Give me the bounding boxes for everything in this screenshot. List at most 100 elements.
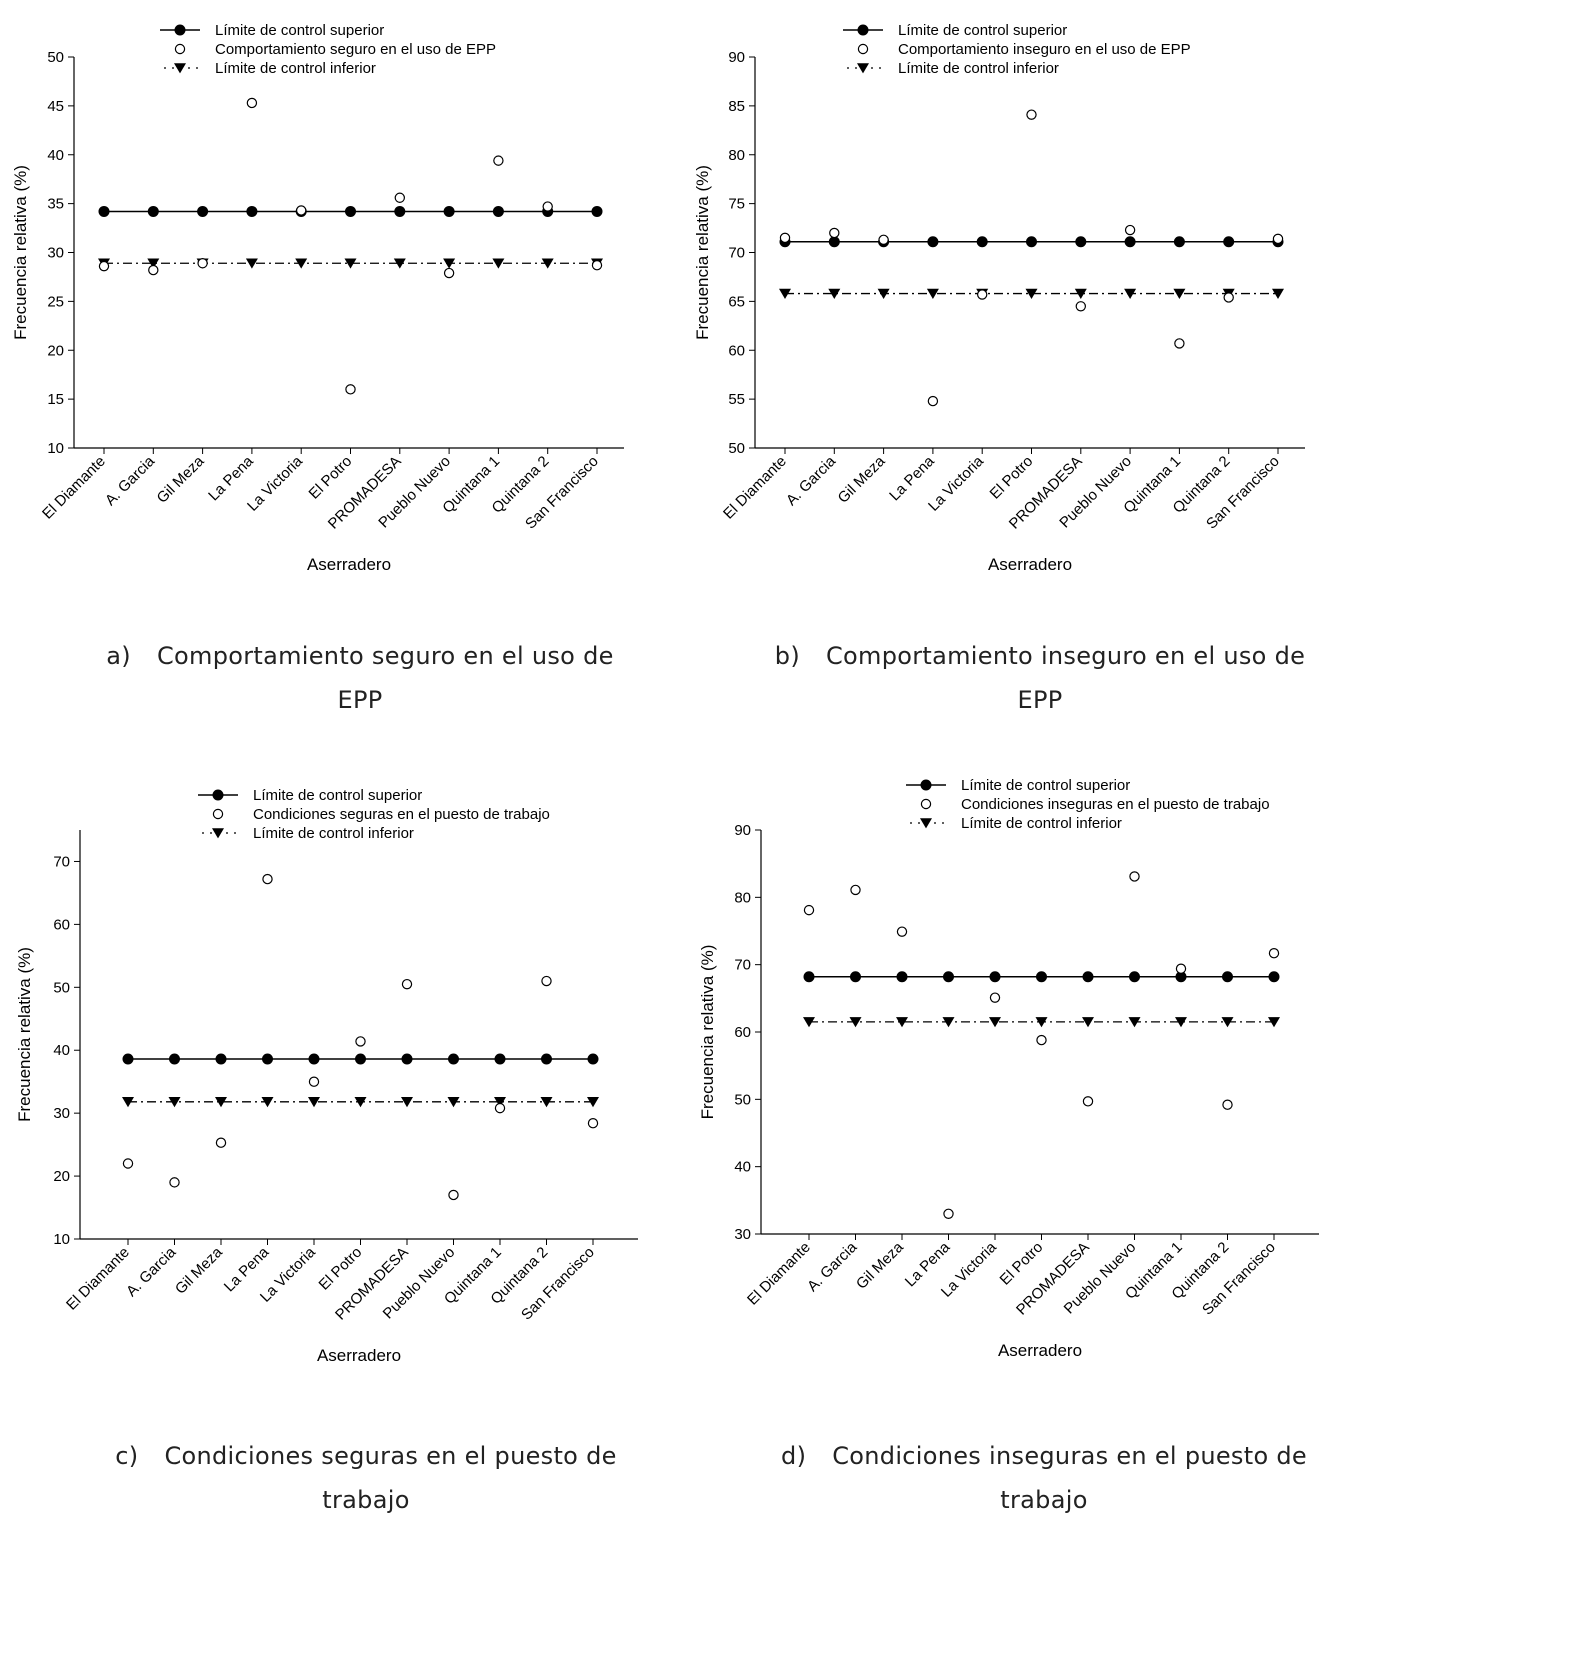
observed-point-d [1268, 948, 1280, 959]
observed-point-d [1175, 963, 1187, 974]
ucl-point-d [1129, 971, 1140, 983]
lcl-point-a [443, 258, 456, 269]
legend-observed-label-d: Condiciones inseguras en el puesto de tr… [961, 796, 1270, 813]
ucl-point-a [197, 205, 209, 217]
legend-lcl-marker-d [920, 818, 932, 829]
y-tick-label-a: 20 [47, 342, 64, 359]
ucl-point-c [122, 1053, 134, 1065]
observed-point-c [401, 978, 413, 990]
observed-point-c [541, 975, 552, 987]
observed-point-b [1026, 109, 1037, 120]
legend-b: Límite de control superior Comportamiento… [843, 22, 1191, 77]
lcl-point-b [1173, 288, 1186, 299]
lcl-point-c [587, 1097, 599, 1108]
observed-point-a [591, 260, 603, 271]
ucl-point-a [246, 205, 258, 217]
legend-ucl-label-b: Límite de control superior [898, 22, 1067, 39]
legend-lcl-marker-a [174, 63, 186, 74]
lcl-point-a [344, 258, 357, 269]
ucl-point-d [803, 971, 815, 983]
lcl-point-c [168, 1097, 181, 1108]
observed-point-b [1075, 301, 1087, 312]
y-tick-label-a: 50 [47, 49, 64, 66]
y-tick-label-b: 85 [728, 98, 745, 115]
observed-point-a [345, 384, 356, 395]
x-tick-label-a: El Diamante [39, 453, 109, 523]
y-tick-label-b: 65 [728, 293, 745, 310]
y-tick-label-a: 10 [47, 440, 64, 457]
observed-point-a [443, 267, 455, 279]
lcl-point-a [295, 258, 308, 269]
legend-observed-marker-b [857, 43, 869, 55]
observed-point-a [98, 260, 110, 272]
lcl-point-c [447, 1097, 460, 1108]
ucl-point-a [345, 205, 356, 217]
observed-point-b [1124, 224, 1136, 236]
legend-ucl-marker-c [212, 789, 224, 801]
y-tick-label-b: 55 [728, 391, 745, 408]
x-tick-label-b: A. Garcia [783, 452, 840, 509]
legend-observed-marker-c [212, 808, 224, 820]
y-tick-label-d: 80 [734, 889, 751, 906]
observed-point-c [494, 1102, 506, 1114]
lcl-point-d [896, 1017, 908, 1028]
x-axis-title-d: Aserradero [998, 1341, 1082, 1360]
y-tick-label-a: 40 [47, 147, 64, 164]
y-axis-title-c: Frecuencia relativa (%) [15, 947, 34, 1122]
ucl-point-d [1268, 971, 1280, 983]
observed-point-d [1036, 1034, 1047, 1046]
ucl-point-a [591, 205, 603, 217]
caption-a-text: Comportamiento seguro en el uso de EPP [156, 642, 614, 714]
ucl-point-c [308, 1053, 320, 1065]
observed-point-d [1222, 1099, 1233, 1110]
observed-point-a [246, 97, 258, 109]
observed-point-a [197, 258, 208, 269]
y-tick-label-b: 70 [728, 245, 745, 262]
legend-lcl-marker-b [857, 63, 869, 74]
legend-observed-marker-d [920, 798, 932, 810]
observed-point-c [262, 873, 273, 885]
observed-point-b [1223, 292, 1234, 303]
ucl-point-d [1036, 971, 1047, 983]
lcl-point-c [215, 1097, 227, 1108]
y-tick-label-b: 50 [728, 440, 745, 457]
caption-a-letter: a) [106, 642, 131, 670]
y-axis-title-b: Frecuencia relativa (%) [693, 165, 712, 340]
lcl-point-d [849, 1017, 862, 1028]
lcl-point-d [1082, 1017, 1094, 1028]
lcl-point-b [1025, 288, 1038, 299]
ucl-point-b [1075, 236, 1087, 248]
y-tick-label-c: 10 [53, 1231, 70, 1248]
lcl-point-c [540, 1097, 553, 1108]
ucl-point-b [1173, 236, 1185, 248]
observed-point-a [493, 155, 504, 166]
observed-point-c [308, 1076, 320, 1087]
observed-point-b [1272, 233, 1284, 245]
ucl-point-d [896, 971, 908, 983]
observed-point-a [394, 192, 405, 203]
y-tick-label-b: 75 [728, 196, 745, 213]
caption-b-letter: b) [774, 642, 800, 670]
observed-point-b [1174, 338, 1185, 349]
observed-point-a [148, 264, 159, 276]
legend-ucl-label-d: Límite de control superior [961, 777, 1130, 794]
observed-point-a [296, 205, 307, 216]
ucl-point-c [169, 1053, 180, 1065]
caption-b-text: Comportamiento inseguro en el uso de EPP [825, 642, 1306, 714]
x-tick-label-d: A. Garcia [804, 1238, 861, 1295]
y-tick-label-a: 15 [47, 391, 64, 408]
x-axis-title-b: Aserradero [988, 555, 1072, 574]
legend-ucl-label-a: Límite de control superior [215, 22, 384, 39]
y-tick-label-b: 90 [728, 49, 745, 66]
y-tick-label-a: 25 [47, 293, 64, 310]
ucl-point-a [443, 205, 455, 217]
observed-point-b [977, 289, 988, 300]
lcl-point-a [541, 258, 554, 269]
lcl-point-a [492, 258, 505, 269]
x-tick-label-c: A. Garcia [123, 1243, 180, 1300]
observed-point-b [878, 234, 889, 245]
